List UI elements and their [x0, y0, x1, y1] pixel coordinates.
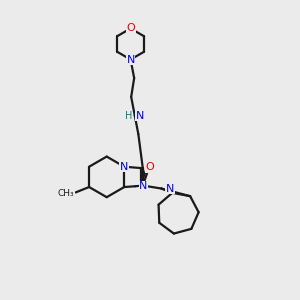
- Text: CH₃: CH₃: [58, 188, 74, 197]
- Text: N: N: [136, 111, 144, 121]
- Text: N: N: [166, 184, 174, 194]
- Text: O: O: [126, 23, 135, 34]
- Text: O: O: [145, 162, 154, 172]
- Text: N: N: [126, 55, 135, 64]
- Text: N: N: [139, 181, 148, 191]
- Text: N: N: [120, 162, 128, 172]
- Text: H: H: [124, 111, 132, 121]
